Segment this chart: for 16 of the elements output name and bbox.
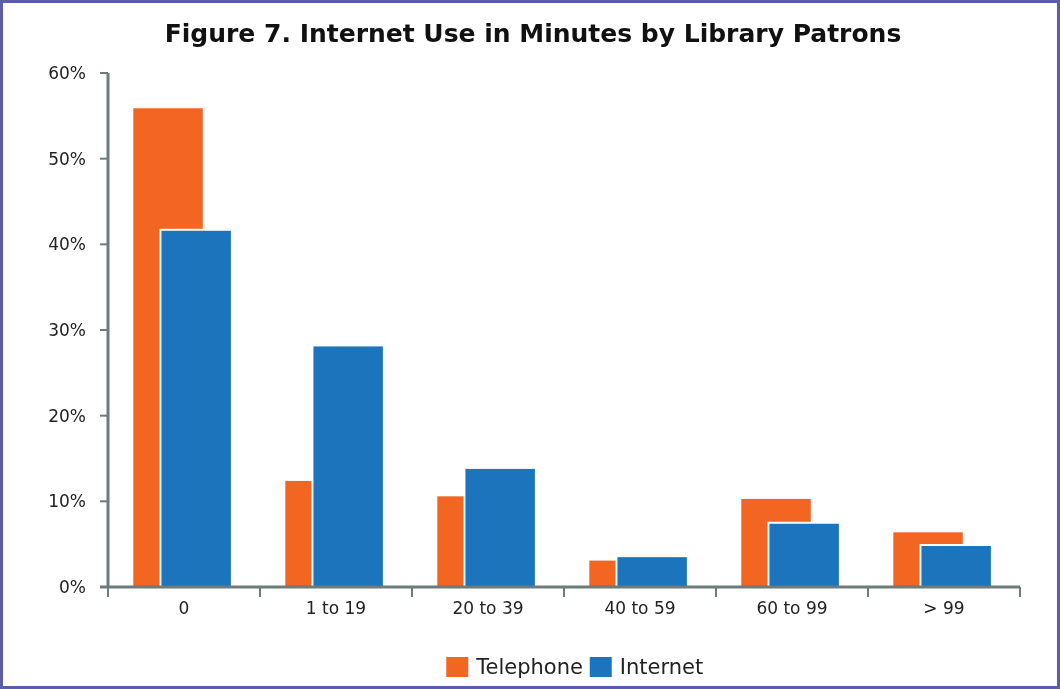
y-tick-label: 60% (48, 62, 86, 83)
y-tick-label: 50% (48, 148, 86, 169)
y-tick-label: 40% (48, 234, 86, 255)
chart-title: Figure 7. Internet Use in Minutes by Library Patrons (164, 19, 902, 48)
y-tick-label: 10% (48, 491, 86, 512)
x-tick-label: 20 to 39 (452, 598, 524, 618)
y-tick-label: 0% (59, 576, 86, 597)
x-tick-label: 60 to 99 (756, 598, 828, 618)
legend-label: Internet (619, 655, 704, 680)
x-tick-label: 40 to 59 (604, 598, 676, 618)
legend-label: Telephone (475, 655, 583, 680)
y-tick-label: 20% (48, 405, 86, 426)
y-tick-label: 30% (48, 319, 86, 340)
x-tick-label: > 99 (923, 598, 965, 618)
x-tick-label: 0 (178, 598, 190, 618)
x-tick-label: 1 to 19 (305, 598, 367, 618)
